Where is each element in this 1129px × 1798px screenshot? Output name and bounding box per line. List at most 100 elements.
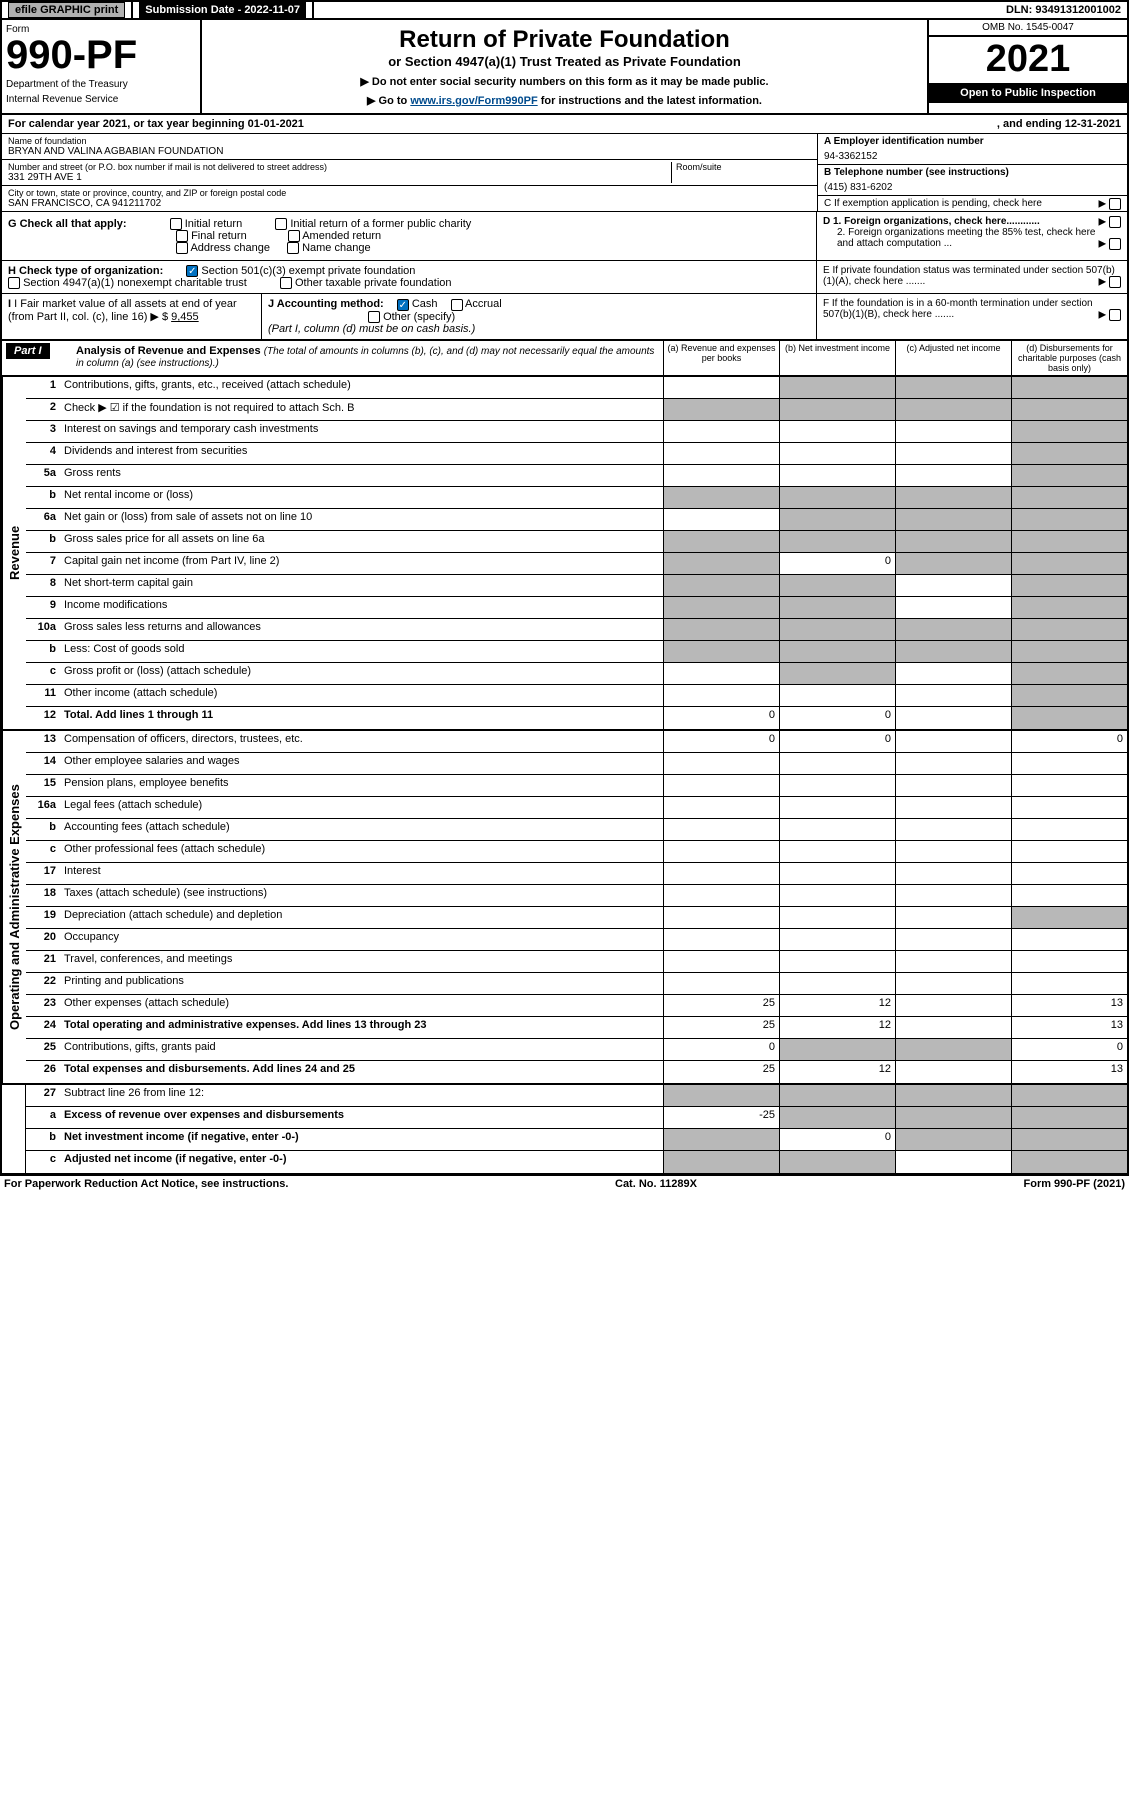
cell-c xyxy=(895,1107,1011,1128)
cell-c xyxy=(895,443,1011,464)
cell-b: 12 xyxy=(779,1017,895,1038)
g-label: G Check all that apply: xyxy=(8,218,127,230)
row-number: 9 xyxy=(26,597,60,618)
cell-b xyxy=(779,885,895,906)
room-label: Room/suite xyxy=(676,162,811,172)
col-a-header: (a) Revenue and expenses per books xyxy=(663,341,779,375)
city-value: SAN FRANCISCO, CA 941211702 xyxy=(8,198,811,209)
row-number: c xyxy=(26,1151,60,1173)
cell-c xyxy=(895,487,1011,508)
h-label: H Check type of organization: xyxy=(8,265,163,277)
cell-a xyxy=(663,465,779,486)
cell-b xyxy=(779,597,895,618)
chk-final[interactable] xyxy=(176,230,188,242)
cell-d xyxy=(1011,421,1127,442)
entity-section: Name of foundation BRYAN AND VALINA AGBA… xyxy=(0,134,1129,212)
i-label: I Fair market value of all assets at end… xyxy=(8,298,237,323)
form-title: Return of Private Foundation xyxy=(208,26,921,54)
chk-accrual[interactable] xyxy=(451,299,463,311)
table-row: bLess: Cost of goods sold xyxy=(26,641,1127,663)
row-number: c xyxy=(26,663,60,684)
row-number: b xyxy=(26,1129,60,1150)
phone-value: (415) 831-6202 xyxy=(824,182,1121,193)
cell-b xyxy=(779,819,895,840)
e-checkbox[interactable] xyxy=(1109,276,1121,288)
footer-left: For Paperwork Reduction Act Notice, see … xyxy=(4,1178,288,1190)
cell-d xyxy=(1011,819,1127,840)
instructions-link[interactable]: www.irs.gov/Form990PF xyxy=(410,95,537,107)
lbl-name: Name change xyxy=(302,242,371,254)
c-checkbox[interactable] xyxy=(1109,198,1121,210)
d1-checkbox[interactable] xyxy=(1109,216,1121,228)
cell-b xyxy=(779,775,895,796)
row-number: b xyxy=(26,531,60,552)
row-number: 17 xyxy=(26,863,60,884)
d2-checkbox[interactable] xyxy=(1109,238,1121,250)
table-row: 5aGross rents xyxy=(26,465,1127,487)
row-number: 10a xyxy=(26,619,60,640)
name-field: Name of foundation BRYAN AND VALINA AGBA… xyxy=(2,134,817,160)
ein-value: 94-3362152 xyxy=(824,151,1121,162)
chk-initial[interactable] xyxy=(170,218,182,230)
cell-a xyxy=(663,1151,779,1173)
cell-b xyxy=(779,509,895,530)
row-description: Interest xyxy=(60,863,663,884)
cell-a xyxy=(663,775,779,796)
table-row: bAccounting fees (attach schedule) xyxy=(26,819,1127,841)
cell-c xyxy=(895,819,1011,840)
lbl-address: Address change xyxy=(190,242,270,254)
cell-d xyxy=(1011,1085,1127,1106)
d1-label: D 1. Foreign organizations, check here..… xyxy=(823,216,1040,227)
row-description: Gross sales price for all assets on line… xyxy=(60,531,663,552)
ein-label: A Employer identification number xyxy=(824,136,1121,147)
chk-name[interactable] xyxy=(287,242,299,254)
chk-amended[interactable] xyxy=(288,230,300,242)
cell-d xyxy=(1011,663,1127,684)
lbl-accrual: Accrual xyxy=(465,298,502,310)
row-description: Total. Add lines 1 through 11 xyxy=(60,707,663,729)
cell-c xyxy=(895,841,1011,862)
calendar-left: For calendar year 2021, or tax year begi… xyxy=(8,118,304,130)
table-row: bNet rental income or (loss) xyxy=(26,487,1127,509)
cell-a xyxy=(663,421,779,442)
expenses-table: Operating and Administrative Expenses 13… xyxy=(0,731,1129,1085)
cell-blank xyxy=(663,399,779,420)
chk-other-method[interactable] xyxy=(368,311,380,323)
efile-button[interactable]: efile GRAPHIC print xyxy=(8,2,125,18)
cell-d xyxy=(1011,377,1127,398)
instruction-2: ▶ Go to www.irs.gov/Form990PF for instru… xyxy=(208,94,921,107)
cell-a xyxy=(663,487,779,508)
cell-d xyxy=(1011,973,1127,994)
chk-cash[interactable] xyxy=(397,299,409,311)
row-number: b xyxy=(26,641,60,662)
row-number: 19 xyxy=(26,907,60,928)
chk-initial-former[interactable] xyxy=(275,218,287,230)
row-number: 15 xyxy=(26,775,60,796)
table-row: 18Taxes (attach schedule) (see instructi… xyxy=(26,885,1127,907)
cell-b xyxy=(779,1039,895,1060)
chk-other-tax[interactable] xyxy=(280,277,292,289)
table-row: 3Interest on savings and temporary cash … xyxy=(26,421,1127,443)
cell-c xyxy=(895,531,1011,552)
revenue-rows: 1Contributions, gifts, grants, etc., rec… xyxy=(26,377,1127,729)
f-checkbox[interactable] xyxy=(1109,309,1121,321)
cell-c xyxy=(895,973,1011,994)
cell-d xyxy=(1011,863,1127,884)
cell-b xyxy=(779,973,895,994)
cell-b: 0 xyxy=(779,1129,895,1150)
chk-4947[interactable] xyxy=(8,277,20,289)
table-row: 27Subtract line 26 from line 12: xyxy=(26,1085,1127,1107)
row-number: 8 xyxy=(26,575,60,596)
row-number: 16a xyxy=(26,797,60,818)
cell-a: 25 xyxy=(663,995,779,1016)
row-description: Check ▶ ☑ if the foundation is not requi… xyxy=(60,399,663,420)
chk-501c3[interactable] xyxy=(186,265,198,277)
cell-c xyxy=(895,1061,1011,1083)
cell-d xyxy=(1011,685,1127,706)
chk-address[interactable] xyxy=(176,242,188,254)
cell-b xyxy=(779,1085,895,1106)
row-number: 1 xyxy=(26,377,60,398)
top-bar: efile GRAPHIC print Submission Date - 20… xyxy=(0,0,1129,20)
row-description: Contributions, gifts, grants paid xyxy=(60,1039,663,1060)
section-ij-f: I I Fair market value of all assets at e… xyxy=(0,294,1129,340)
